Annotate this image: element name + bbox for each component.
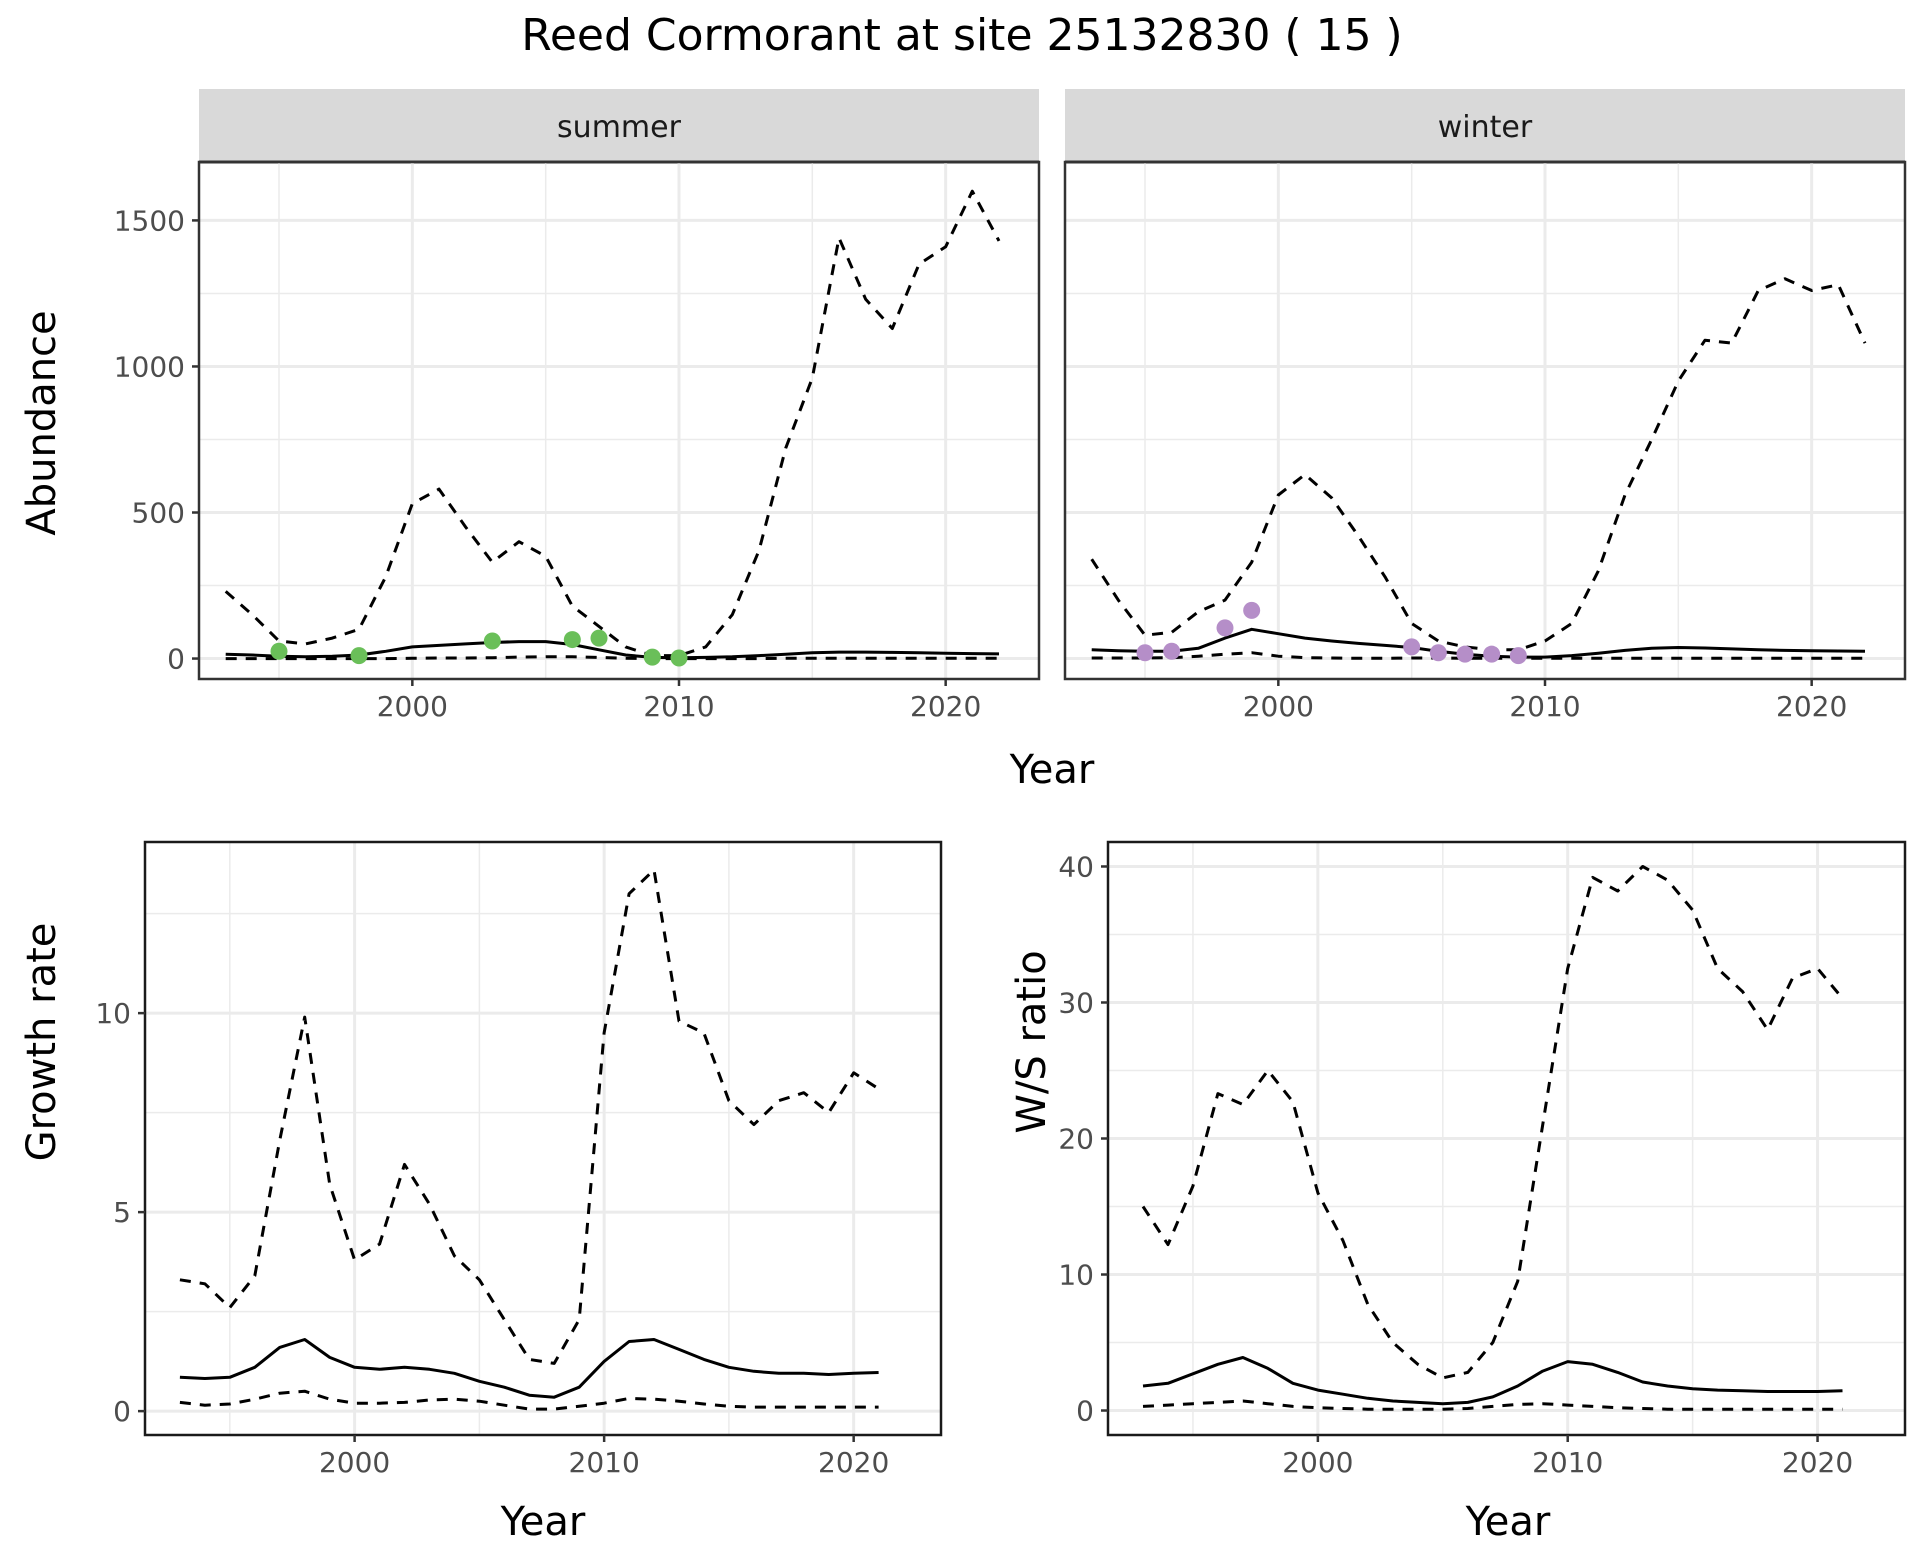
y-tick-label: 10 xyxy=(95,997,131,1030)
ws-y-axis-label: W/S ratio xyxy=(1009,950,1055,1133)
panel-border xyxy=(197,160,1041,681)
y-tick-label: 0 xyxy=(167,643,185,676)
strip-label: summer xyxy=(557,110,682,145)
data-point xyxy=(1429,644,1447,662)
data-point xyxy=(1216,619,1234,637)
panel-border xyxy=(143,840,943,1437)
upper-bound-line xyxy=(1141,865,1844,1380)
lower-bound-line xyxy=(1091,651,1865,660)
panel-growth-rate: 2000 2010 2020 0 5 10 xyxy=(95,840,943,1479)
data-point xyxy=(1403,638,1421,656)
growth-y-axis-label: Growth rate xyxy=(19,923,65,1162)
y-tick-label: 40 xyxy=(1058,850,1094,883)
x-tick-label: 2010 xyxy=(1509,690,1580,723)
x-tick-label: 2020 xyxy=(1782,1446,1853,1479)
upper-bound-line xyxy=(1090,277,1867,652)
y-tick-label: 0 xyxy=(1076,1395,1094,1428)
y-tick-label: 20 xyxy=(1058,1123,1094,1156)
x-tick-label: 2010 xyxy=(643,690,714,723)
data-point xyxy=(350,647,368,665)
ws-x-axis-label: Year xyxy=(1465,1499,1551,1545)
x-tick-label: 2020 xyxy=(1776,690,1847,723)
x-tick-label: 2020 xyxy=(910,690,981,723)
panel-winter: winter 2000 2010 2020 xyxy=(1063,89,1907,723)
data-point xyxy=(1243,601,1261,619)
data-point xyxy=(563,631,581,649)
data-point xyxy=(270,642,288,660)
panel-ws-ratio: 2000 2010 2020 0 10 20 30 40 xyxy=(1058,840,1907,1479)
y-tick-label: 5 xyxy=(113,1196,131,1229)
data-point xyxy=(1163,642,1181,660)
estimate-line xyxy=(1142,1356,1843,1406)
y-tick-label: 1500 xyxy=(114,204,185,237)
data-point xyxy=(643,648,661,666)
y-tick-label: 1000 xyxy=(114,350,185,383)
y-tick-label: 30 xyxy=(1058,986,1094,1019)
upper-bound-line xyxy=(224,189,1001,658)
data-point xyxy=(1456,645,1474,663)
estimate-line xyxy=(225,640,1000,660)
x-tick-label: 2020 xyxy=(818,1446,889,1479)
upper-bound-line xyxy=(179,868,880,1365)
data-point xyxy=(1483,645,1501,663)
growth-x-axis-label: Year xyxy=(500,1499,586,1545)
x-tick-label: 2010 xyxy=(1532,1446,1603,1479)
data-point xyxy=(1509,647,1527,665)
x-tick-label: 2000 xyxy=(1243,690,1314,723)
y-tick-label: 10 xyxy=(1058,1259,1094,1292)
chart-title: Reed Cormorant at site 25132830 ( 15 ) xyxy=(521,10,1402,61)
strip-winter: winter xyxy=(1065,89,1905,164)
lower-bound-line xyxy=(179,1389,879,1411)
data-point xyxy=(483,632,501,650)
panel-border xyxy=(1063,160,1907,681)
x-tick-label: 2000 xyxy=(319,1446,390,1479)
top-y-axis-label: Abundance xyxy=(19,310,65,535)
estimate-line xyxy=(179,1338,879,1399)
lower-bound-line xyxy=(1142,1399,1843,1411)
data-point xyxy=(670,649,688,667)
top-x-axis-label: Year xyxy=(1009,747,1095,793)
x-tick-label: 2000 xyxy=(377,690,448,723)
strip-summer: summer xyxy=(199,89,1039,164)
data-point xyxy=(1136,644,1154,662)
x-tick-label: 2000 xyxy=(1282,1446,1353,1479)
x-tick-label: 2010 xyxy=(569,1446,640,1479)
strip-background xyxy=(1065,89,1905,162)
data-point xyxy=(590,629,608,647)
strip-label: winter xyxy=(1438,110,1533,145)
strip-background xyxy=(199,89,1039,162)
estimate-line xyxy=(1091,627,1866,659)
y-tick-label: 0 xyxy=(113,1395,131,1428)
panel-summer: summer 2000 2010 2020 0 500 1000 1500 xyxy=(114,89,1041,723)
y-tick-label: 500 xyxy=(132,497,185,530)
